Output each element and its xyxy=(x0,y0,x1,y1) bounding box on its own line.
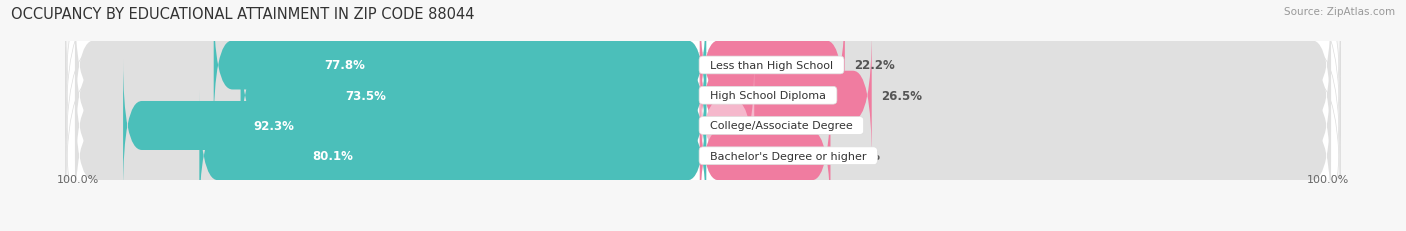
Text: High School Diploma: High School Diploma xyxy=(703,91,832,101)
FancyBboxPatch shape xyxy=(214,0,706,132)
FancyBboxPatch shape xyxy=(700,0,845,132)
FancyBboxPatch shape xyxy=(66,24,1340,168)
Text: College/Associate Degree: College/Associate Degree xyxy=(703,121,859,131)
Text: 22.2%: 22.2% xyxy=(855,59,896,72)
FancyBboxPatch shape xyxy=(75,30,706,162)
Text: 19.9%: 19.9% xyxy=(839,150,880,163)
Text: 100.0%: 100.0% xyxy=(58,175,100,185)
Text: 92.3%: 92.3% xyxy=(253,119,294,132)
FancyBboxPatch shape xyxy=(66,0,1340,138)
Text: OCCUPANCY BY EDUCATIONAL ATTAINMENT IN ZIP CODE 88044: OCCUPANCY BY EDUCATIONAL ATTAINMENT IN Z… xyxy=(11,7,475,22)
FancyBboxPatch shape xyxy=(200,90,706,222)
Text: 80.1%: 80.1% xyxy=(312,150,353,163)
Text: 7.7%: 7.7% xyxy=(763,119,796,132)
FancyBboxPatch shape xyxy=(700,30,872,162)
FancyBboxPatch shape xyxy=(700,60,754,192)
FancyBboxPatch shape xyxy=(66,54,1340,198)
FancyBboxPatch shape xyxy=(75,90,706,222)
FancyBboxPatch shape xyxy=(700,90,831,222)
FancyBboxPatch shape xyxy=(700,60,1331,192)
FancyBboxPatch shape xyxy=(124,60,706,192)
FancyBboxPatch shape xyxy=(75,0,706,132)
FancyBboxPatch shape xyxy=(66,84,1340,228)
FancyBboxPatch shape xyxy=(700,0,1331,132)
FancyBboxPatch shape xyxy=(75,60,706,192)
Text: Less than High School: Less than High School xyxy=(703,61,841,71)
Text: 77.8%: 77.8% xyxy=(323,59,364,72)
FancyBboxPatch shape xyxy=(240,30,706,162)
Text: 26.5%: 26.5% xyxy=(882,89,922,102)
Text: 73.5%: 73.5% xyxy=(344,89,385,102)
FancyBboxPatch shape xyxy=(700,30,1331,162)
Text: Source: ZipAtlas.com: Source: ZipAtlas.com xyxy=(1284,7,1395,17)
FancyBboxPatch shape xyxy=(700,90,1331,222)
Text: Bachelor's Degree or higher: Bachelor's Degree or higher xyxy=(703,151,873,161)
Text: 100.0%: 100.0% xyxy=(1306,175,1348,185)
